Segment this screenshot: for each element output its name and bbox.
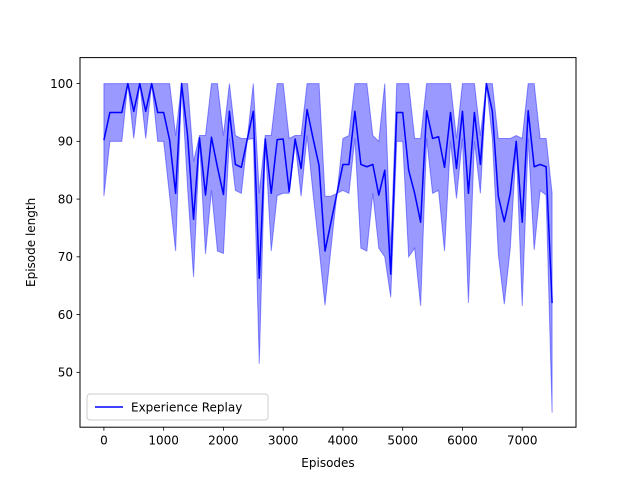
plot-area [103,82,553,413]
axes-frame [79,57,577,428]
x-tick-label: 5000 [387,434,418,448]
legend: Experience Replay [86,393,269,421]
x-axis-label: Episodes [301,456,354,470]
x-axis: 0 1000 2000 3000 4000 5000 6000 7000 [100,427,537,448]
y-tick-label: 50 [58,366,73,380]
x-tick-label: 0 [100,434,108,448]
x-tick-label: 6000 [447,434,478,448]
y-axis: 50 60 70 80 90 100 [50,77,80,380]
series-line-experience-replay [103,82,553,304]
x-tick-label: 2000 [208,434,239,448]
y-tick-label: 70 [58,250,73,264]
y-tick-label: 90 [58,135,73,149]
legend-label: Experience Replay [131,401,242,415]
x-tick-label: 1000 [148,434,179,448]
y-axis-label: Episode length [24,198,38,287]
x-tick-label: 4000 [328,434,359,448]
y-tick-label: 100 [50,77,73,91]
confidence-band [103,83,553,413]
legend-box [86,393,269,421]
x-tick-label: 3000 [268,434,299,448]
y-tick-label: 60 [58,308,73,322]
y-tick-label: 80 [58,192,73,206]
x-tick-label: 7000 [507,434,538,448]
